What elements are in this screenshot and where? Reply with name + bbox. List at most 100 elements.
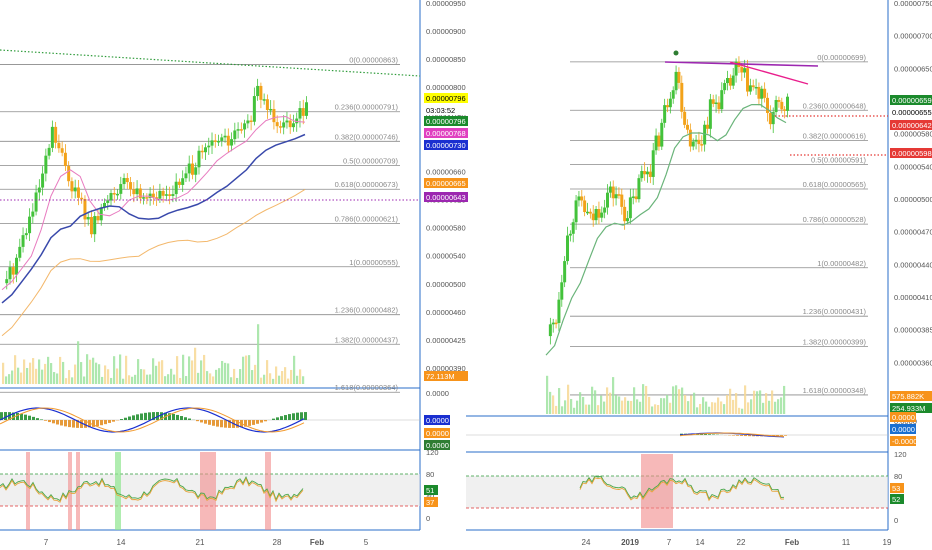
volume-bar bbox=[711, 402, 714, 414]
volume-bar bbox=[161, 360, 164, 384]
candle-body bbox=[597, 209, 601, 218]
volume-bar bbox=[275, 366, 278, 384]
candle-body bbox=[164, 194, 168, 196]
candle-body bbox=[236, 129, 240, 131]
volume-bar bbox=[5, 376, 8, 384]
volume-bar bbox=[35, 368, 38, 384]
volume-bar bbox=[287, 378, 290, 384]
volume-bar bbox=[732, 399, 735, 414]
candle-body bbox=[168, 194, 172, 196]
macd-histogram-bar bbox=[224, 420, 227, 428]
y-tick-label: 0.00000540 bbox=[426, 252, 466, 261]
candle-body bbox=[674, 71, 678, 91]
macd-histogram-bar bbox=[200, 420, 203, 423]
y-tick-label: 0.00000900 bbox=[426, 27, 466, 36]
macd-histogram-bar bbox=[52, 420, 55, 424]
volume-bar bbox=[609, 392, 612, 414]
candle-body bbox=[557, 299, 561, 323]
candle-body bbox=[600, 212, 604, 218]
volume-bar bbox=[170, 368, 173, 384]
candle-body bbox=[135, 188, 139, 195]
macd-histogram-bar bbox=[752, 435, 755, 437]
candle-body bbox=[754, 86, 758, 89]
volume-bar bbox=[8, 374, 11, 384]
candle-body bbox=[161, 190, 165, 196]
fib-level-label: 1(0.00000482) bbox=[817, 259, 866, 268]
candle-body bbox=[301, 108, 305, 116]
candle-body bbox=[41, 173, 45, 188]
candle-body bbox=[700, 144, 704, 146]
volume-bar bbox=[146, 374, 149, 384]
y-tick-label: 0.00000580 bbox=[894, 130, 932, 139]
volume-bar bbox=[639, 401, 642, 414]
candle-body bbox=[298, 108, 302, 119]
macd-line bbox=[0, 407, 305, 433]
rsi-signal-line bbox=[579, 477, 785, 502]
dotted-trendline bbox=[0, 49, 421, 77]
candle-body bbox=[728, 77, 732, 86]
rsi-oversold-shade bbox=[115, 452, 121, 530]
volume-bar bbox=[257, 324, 260, 384]
macd-histogram-bar bbox=[40, 419, 43, 420]
candle-body bbox=[643, 171, 647, 175]
y-tick-label: 0.00000385 bbox=[894, 326, 932, 335]
candle-body bbox=[31, 211, 35, 217]
candle-body bbox=[614, 194, 618, 199]
candle-body bbox=[220, 137, 224, 141]
volume-bar bbox=[44, 363, 47, 384]
candle-body bbox=[145, 197, 149, 199]
volume-bar bbox=[281, 371, 284, 384]
volume-bar bbox=[645, 385, 648, 414]
volume-bar bbox=[50, 363, 53, 384]
candle-body bbox=[560, 282, 564, 300]
macd-tag-label: -0.0000 bbox=[892, 437, 917, 446]
volume-bar bbox=[56, 373, 59, 384]
candle-body bbox=[148, 193, 152, 198]
fib-level-label: 0.618(0.00000673) bbox=[335, 180, 399, 189]
volume-bar bbox=[600, 395, 603, 414]
candle-body bbox=[177, 181, 181, 185]
candle-body bbox=[305, 102, 308, 116]
candle-body bbox=[86, 216, 90, 220]
y-tick-label: 0.00000410 bbox=[894, 293, 932, 302]
right-chart-panel: 0.000007500.000007000.000006500.00000620… bbox=[466, 0, 932, 547]
volume-bar bbox=[293, 355, 296, 384]
ma-short-line bbox=[1, 115, 306, 291]
price-tag-box bbox=[424, 116, 468, 126]
volume-bar bbox=[654, 404, 657, 414]
macd-histogram-bar bbox=[120, 419, 123, 420]
volume-bar bbox=[618, 396, 621, 414]
candle-body bbox=[207, 145, 211, 148]
candle-body bbox=[73, 187, 77, 192]
candle-body bbox=[28, 216, 32, 234]
volume-bar bbox=[717, 397, 720, 414]
candle-body bbox=[586, 211, 589, 214]
volume-bar bbox=[642, 384, 645, 414]
volume-bar bbox=[143, 369, 146, 384]
price-tag-label: 0.00000665 bbox=[426, 179, 466, 188]
volume-bar bbox=[723, 404, 726, 414]
rsi-tag-box bbox=[890, 483, 904, 493]
volume-bar bbox=[74, 364, 77, 384]
macd-histogram-bar bbox=[276, 417, 279, 420]
macd-histogram-bar bbox=[64, 420, 67, 427]
rsi-signal-line bbox=[0, 477, 304, 503]
candle-body bbox=[213, 140, 217, 142]
volume-bar bbox=[564, 400, 567, 414]
candle-body bbox=[259, 85, 263, 100]
volume-bar bbox=[113, 356, 116, 384]
fib-level-label: 0(0.00000863) bbox=[349, 55, 398, 64]
volume-bar bbox=[197, 372, 200, 384]
y-tick-label: 0.00000500 bbox=[894, 195, 932, 204]
volume-bar bbox=[137, 359, 140, 384]
volume-bar bbox=[29, 362, 32, 384]
rsi-tag-label: 37 bbox=[426, 498, 434, 507]
volume-bar bbox=[582, 396, 585, 414]
candle-body bbox=[226, 135, 230, 146]
macd-histogram-bar bbox=[80, 420, 83, 428]
macd-histogram-bar bbox=[56, 420, 59, 425]
volume-bar bbox=[753, 390, 756, 414]
price-tag-label: 0.00000796 bbox=[426, 94, 466, 103]
y-tick-label: 0.00000425 bbox=[426, 336, 466, 345]
ma-medium-line bbox=[1, 133, 306, 304]
